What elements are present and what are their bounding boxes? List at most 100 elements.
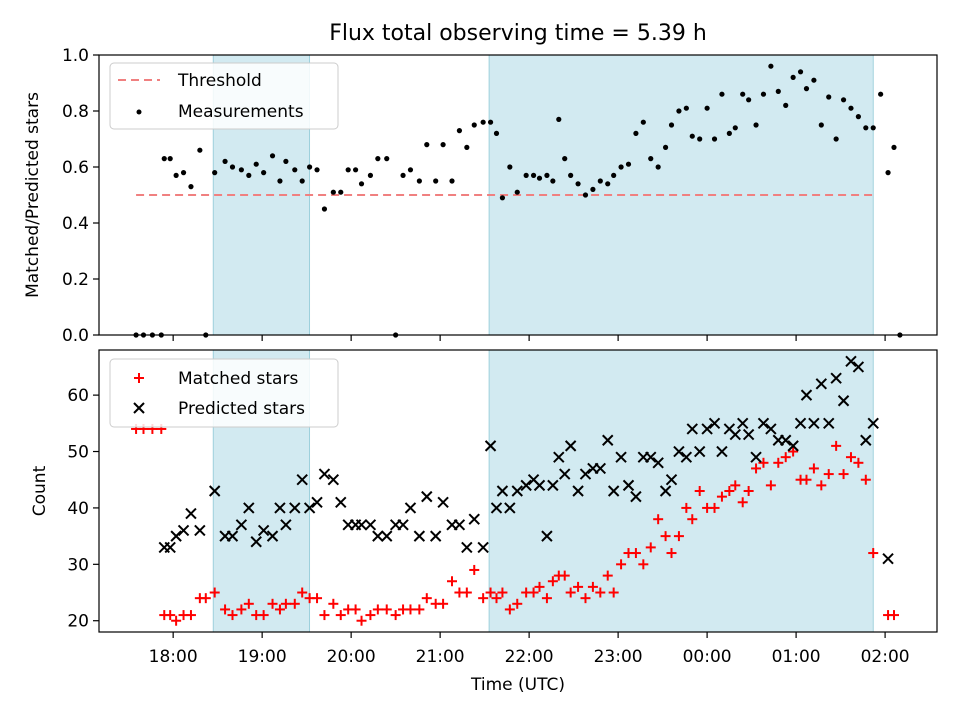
predicted-star-point bbox=[716, 445, 728, 458]
matched-star-point bbox=[547, 576, 558, 587]
bottom-shaded-span-1 bbox=[488, 349, 874, 633]
predicted-star-point bbox=[742, 428, 755, 441]
measurement-point bbox=[811, 77, 817, 83]
predicted-star-point bbox=[765, 423, 777, 435]
predicted-star-point bbox=[665, 474, 678, 486]
measurement-point bbox=[818, 122, 824, 128]
measurement-point bbox=[562, 156, 568, 162]
measurement-point bbox=[568, 172, 574, 178]
measurement-point bbox=[833, 136, 839, 142]
predicted-star-point bbox=[794, 417, 807, 430]
predicted-star-point bbox=[564, 440, 577, 452]
predicted-star-point bbox=[553, 451, 565, 463]
predicted-star-point bbox=[750, 451, 762, 463]
matched-star-point bbox=[414, 604, 425, 615]
measurement-point bbox=[625, 161, 632, 167]
predicted-star-point bbox=[496, 485, 509, 497]
measurement-point bbox=[689, 133, 695, 139]
predicted-star-point bbox=[235, 519, 248, 531]
measurement-point bbox=[676, 108, 682, 114]
measurement-point bbox=[375, 156, 381, 162]
matched-star-point bbox=[469, 564, 480, 575]
measurement-point bbox=[493, 130, 500, 136]
measurement-point bbox=[530, 172, 537, 178]
predicted-star-point bbox=[381, 530, 393, 542]
measurement-point bbox=[161, 156, 167, 162]
top-y-tick-label: 1.0 bbox=[62, 46, 89, 66]
measurement-point bbox=[740, 91, 746, 97]
measurement-point bbox=[536, 175, 543, 181]
top-legend-box bbox=[109, 62, 339, 130]
matched-star-point bbox=[765, 480, 776, 491]
predicted-star-point bbox=[280, 519, 292, 531]
predicted-star-point bbox=[226, 530, 239, 542]
matched-star-point bbox=[227, 610, 238, 621]
matched-star-point bbox=[616, 559, 627, 570]
measurement-point bbox=[384, 156, 390, 162]
top-y-tick-label: 0.0 bbox=[62, 326, 89, 346]
predicted-star-point bbox=[421, 490, 433, 503]
bottom-y-tick-label: 50 bbox=[67, 443, 89, 463]
matched-star-point bbox=[200, 593, 211, 604]
legend-predicted-swatch bbox=[133, 402, 145, 414]
predicted-star-point bbox=[185, 507, 197, 520]
predicted-star-point bbox=[164, 541, 176, 554]
predicted-star-point bbox=[397, 519, 409, 531]
measurement-point bbox=[188, 184, 194, 190]
matched-star-point bbox=[808, 463, 819, 474]
measurement-point bbox=[238, 167, 244, 173]
measurement-point bbox=[640, 119, 646, 125]
matched-star-point bbox=[602, 570, 613, 581]
matched-star-point bbox=[390, 610, 401, 621]
predicted-star-point bbox=[257, 524, 270, 537]
bottom-x-tick-label: 22:00 bbox=[505, 647, 554, 667]
measurement-point bbox=[167, 156, 173, 162]
predicted-star-point bbox=[266, 530, 279, 542]
predicted-star-point bbox=[296, 474, 308, 486]
measurement-point bbox=[180, 170, 187, 176]
matched-star-point bbox=[328, 598, 339, 609]
matched-star-point bbox=[289, 598, 300, 609]
bottom-x-tick-label: 02:00 bbox=[861, 647, 910, 667]
predicted-star-point bbox=[461, 541, 473, 554]
matched-star-point bbox=[716, 491, 727, 502]
predicted-star-point bbox=[541, 530, 553, 542]
predicted-star-point bbox=[882, 552, 894, 565]
legend-predicted-label: Predicted stars bbox=[178, 399, 305, 419]
matched-star-point bbox=[534, 581, 545, 592]
matched-star-point bbox=[751, 463, 762, 474]
predicted-star-point bbox=[659, 485, 672, 497]
measurement-point bbox=[400, 172, 406, 178]
predicted-star-point bbox=[736, 417, 749, 430]
predicted-star-point bbox=[680, 451, 693, 463]
matched-star-point bbox=[565, 587, 576, 598]
matched-star-point bbox=[461, 587, 472, 598]
predicted-star-point bbox=[808, 417, 820, 430]
matched-star-point bbox=[743, 486, 754, 496]
matched-star-point bbox=[335, 610, 346, 621]
matched-star-point bbox=[243, 598, 254, 609]
matched-star-point bbox=[730, 480, 741, 491]
predicted-star-point bbox=[845, 355, 857, 367]
predicted-star-point bbox=[579, 468, 592, 480]
measurement-point bbox=[269, 153, 276, 159]
matched-star-point bbox=[853, 457, 864, 468]
predicted-star-point bbox=[177, 524, 190, 537]
predicted-star-point bbox=[615, 451, 627, 463]
matched-star-point bbox=[220, 604, 231, 615]
measurement-point bbox=[299, 178, 305, 184]
measurement-point bbox=[464, 144, 470, 150]
matched-star-point bbox=[209, 587, 220, 598]
matched-star-point bbox=[491, 593, 502, 604]
predicted-star-point bbox=[274, 502, 286, 514]
measurement-point bbox=[746, 97, 752, 103]
predicted-star-point bbox=[622, 479, 635, 492]
predicted-star-point bbox=[852, 361, 865, 373]
predicted-star-point bbox=[860, 434, 872, 446]
measurement-point bbox=[345, 167, 351, 173]
measurement-point bbox=[775, 88, 781, 94]
measurement-point bbox=[253, 161, 259, 167]
measurement-point bbox=[544, 172, 550, 178]
top-y-tick-label: 0.2 bbox=[62, 270, 89, 290]
measurement-point bbox=[424, 142, 430, 148]
